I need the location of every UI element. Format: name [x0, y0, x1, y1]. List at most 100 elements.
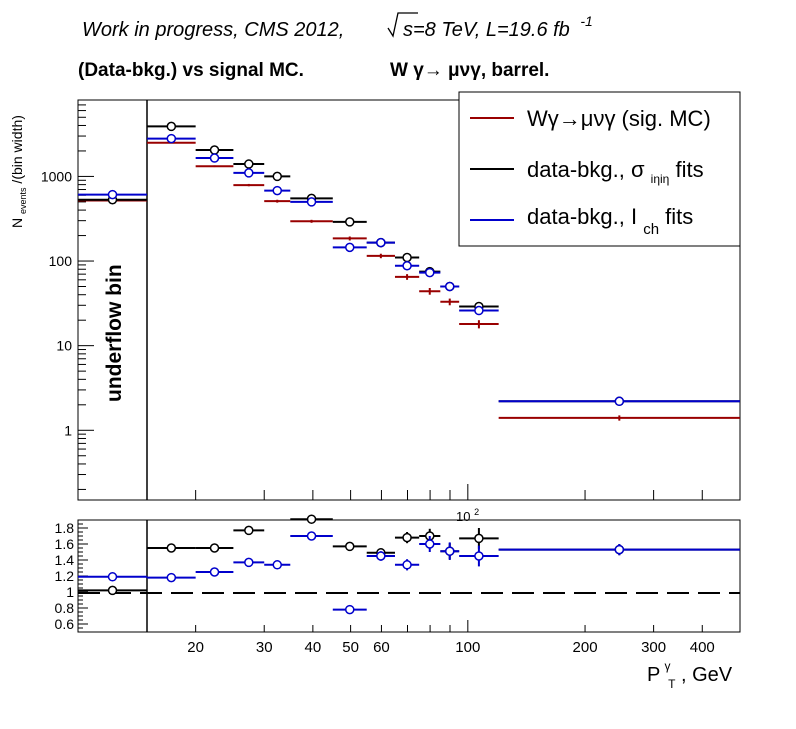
ratio-x-axis: 20 30 40 50 60 100 200 300 400 — [187, 620, 715, 656]
x-label-rest: , GeV — [681, 664, 733, 686]
legend-label-sieie: data-bkg., σ iηiη fits — [527, 157, 704, 188]
x-tick-label: 60 — [373, 639, 390, 656]
data-point-main — [402, 260, 412, 271]
ratio-y-tick-label: 1.2 — [55, 568, 75, 584]
x-tick-label: 400 — [690, 639, 715, 656]
data-point-main — [376, 237, 386, 248]
series-ratio-1 — [78, 531, 740, 615]
data-point-main — [107, 189, 118, 200]
legend-label-sieie-text: data-bkg., σ — [527, 157, 645, 182]
data-point-ratio — [166, 572, 177, 583]
main-y-tick-label: 1 — [64, 422, 72, 438]
x-tick-label: 30 — [256, 639, 273, 656]
data-point-ratio — [402, 532, 412, 543]
data-point-ratio — [107, 572, 118, 582]
legend-label-ich-text: data-bkg., I — [527, 204, 637, 229]
header-title-line2-left: (Data-bkg.) vs signal MC. — [78, 60, 304, 81]
data-point-ratio — [209, 567, 220, 577]
legend-label-sieie-sub: iηiη — [651, 172, 670, 186]
x-tick-label: 20 — [187, 639, 204, 656]
x-tick-label: 40 — [305, 639, 322, 656]
data-point-main — [166, 133, 177, 144]
ratio-y-tick-label: 1.8 — [55, 520, 75, 536]
data-point-ratio — [244, 525, 254, 536]
main-y-tick-label: 1000 — [41, 168, 72, 184]
legend-label-ich-suffix: fits — [665, 204, 693, 229]
data-point-ratio — [425, 539, 435, 549]
main-y-tick-label: 10 — [56, 338, 72, 354]
main-x-multiplier-exp: 2 — [474, 507, 479, 517]
data-point-main — [345, 242, 355, 253]
data-point-ratio — [306, 514, 317, 524]
header-lumi-exponent: -1 — [580, 13, 592, 29]
data-point-main — [209, 145, 220, 155]
main-y-axis: 1 10 100 1000 — [41, 99, 94, 490]
main-x-axis — [195, 484, 703, 500]
y-label-sub: events — [18, 187, 28, 214]
legend: Wγ→μνγ (sig. MC) data-bkg., σ iηiη fits … — [458, 91, 741, 247]
data-point-ratio — [376, 551, 386, 561]
series-main-2 — [78, 133, 740, 407]
data-point-ratio — [306, 531, 317, 541]
x-label-sup: γ — [665, 659, 671, 673]
ratio-y-tick-label: 0.8 — [55, 600, 75, 616]
x-axis-label: P γ T , GeV — [647, 653, 733, 693]
main-series — [78, 121, 740, 421]
main-y-tick-label: 100 — [49, 253, 73, 269]
x-label-sub: T — [668, 677, 676, 691]
x-tick-label: 100 — [455, 639, 480, 656]
data-point-ratio — [444, 546, 455, 556]
x-label-main: P — [647, 664, 660, 686]
header-title-line2-right: W γ→ μνγ, barrel. — [390, 60, 549, 81]
ratio-series — [78, 514, 740, 615]
ratio-y-tick-label: 1.4 — [55, 552, 75, 568]
data-point-ratio — [107, 585, 118, 596]
data-point-main — [425, 267, 435, 278]
main-plot-frame — [77, 99, 741, 501]
y-label-rest: /(bin width) — [9, 115, 25, 183]
data-point-ratio — [166, 543, 177, 553]
legend-label-sig-mc-text: Wγ→μνγ (sig. MC) — [527, 106, 711, 131]
data-point-main — [444, 281, 455, 292]
data-point-main — [474, 305, 484, 316]
main-x-multiplier-base: 10 — [456, 509, 470, 524]
data-point-ratio — [474, 551, 484, 561]
data-point-main — [306, 197, 317, 207]
header-title-line1: Work in progress, CMS 2012, — [82, 19, 344, 41]
legend-label-sieie-suffix: fits — [675, 157, 703, 182]
data-point-main — [614, 396, 625, 407]
header-energy-text: s=8 TeV, L=19.6 fb — [403, 19, 570, 41]
ratio-y-tick-label: 1 — [66, 584, 74, 600]
underflow-label: underflow bin — [103, 264, 126, 402]
legend-label-sig-mc: Wγ→μνγ (sig. MC) — [527, 106, 711, 131]
data-point-ratio — [244, 557, 254, 568]
ratio-y-tick-label: 1.6 — [55, 536, 75, 552]
data-point-main — [244, 168, 254, 178]
x-tick-label: 300 — [641, 639, 666, 656]
data-point-main — [209, 153, 220, 163]
y-label-main: N — [9, 218, 25, 228]
data-point-ratio — [345, 541, 355, 552]
main-x-multiplier: 10 2 — [456, 507, 479, 524]
data-point-main — [272, 185, 283, 196]
data-point-ratio — [402, 560, 412, 570]
header-title-text: Work in progress, CMS 2012, — [82, 19, 344, 41]
data-point-main — [272, 171, 283, 182]
main-y-axis-label: N events /(bin width) — [9, 115, 29, 228]
data-point-main — [402, 252, 412, 263]
x-tick-label: 50 — [342, 639, 359, 656]
header-energy-lumi: s=8 TeV, L=19.6 fb -1 — [403, 13, 593, 41]
data-point-ratio — [345, 604, 355, 615]
x-tick-label: 200 — [573, 639, 598, 656]
series-ratio-0 — [78, 514, 740, 596]
sqrt-symbol — [387, 12, 418, 38]
data-point-ratio — [474, 533, 484, 544]
ratio-y-tick-label: 0.6 — [55, 616, 75, 632]
data-point-main — [244, 159, 254, 169]
data-point-main — [345, 217, 355, 227]
legend-label-ich: data-bkg., I ch fits — [527, 204, 693, 239]
legend-label-ich-sub: ch — [643, 221, 659, 238]
data-point-main — [166, 121, 177, 132]
data-point-ratio — [614, 544, 625, 555]
